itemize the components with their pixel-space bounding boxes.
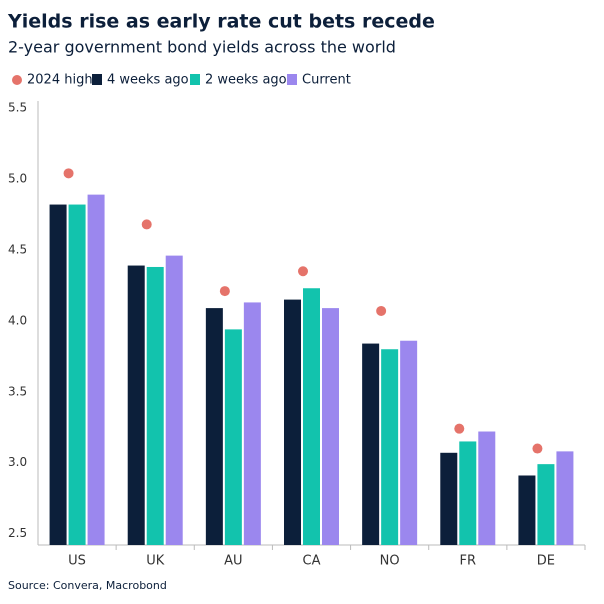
bar [440, 452, 458, 545]
marker [376, 305, 387, 316]
legend-label: 4 weeks ago [107, 73, 189, 88]
legend-label: 2 weeks ago [205, 73, 287, 88]
bar [459, 441, 477, 545]
bar [478, 431, 496, 545]
bar [165, 255, 183, 545]
y-tick-label: 2.5 [8, 526, 27, 540]
y-tick-label: 3.5 [8, 384, 27, 398]
legend-label: Current [302, 73, 351, 88]
bar [87, 194, 105, 546]
marker [141, 219, 152, 230]
bar [68, 204, 86, 545]
legend-marker [92, 74, 102, 85]
bar [362, 343, 380, 545]
bar [205, 308, 223, 545]
x-tick-label: US [68, 554, 86, 569]
bar [322, 308, 339, 545]
y-tick-label: 5.5 [8, 101, 27, 115]
bar [381, 349, 399, 545]
marker [454, 423, 465, 434]
bar [537, 464, 555, 545]
bar [243, 302, 261, 545]
marker [219, 286, 230, 297]
bar [400, 340, 418, 545]
legend-marker [190, 74, 200, 85]
marker [532, 443, 543, 454]
bar [127, 265, 145, 545]
source: Source: Convera, Macrobond [8, 579, 167, 592]
bar [284, 299, 301, 545]
marker [298, 266, 308, 277]
y-tick-label: 4.5 [8, 242, 27, 256]
x-tick-label: FR [460, 554, 477, 569]
y-tick-label: 4.0 [8, 313, 27, 327]
x-tick-label: NO [380, 554, 400, 569]
x-tick-label: CA [303, 554, 321, 569]
bar [49, 204, 67, 545]
bar [146, 266, 164, 545]
chart-title: Yields rise as early rate cut bets reced… [7, 11, 435, 33]
legend-marker [12, 75, 22, 85]
bar [224, 329, 242, 545]
x-tick-label: AU [224, 554, 242, 569]
bar [518, 475, 536, 545]
bar [303, 288, 320, 545]
y-tick-label: 5.0 [8, 172, 27, 186]
legend-label: 2024 high [27, 73, 93, 88]
marker [63, 168, 74, 179]
y-tick-label: 3.0 [8, 455, 27, 469]
bar [556, 451, 574, 545]
legend-marker [287, 74, 297, 85]
x-tick-label: UK [146, 554, 165, 569]
chart-subtitle: 2-year government bond yields across the… [8, 38, 396, 57]
x-tick-label: DE [537, 554, 555, 569]
